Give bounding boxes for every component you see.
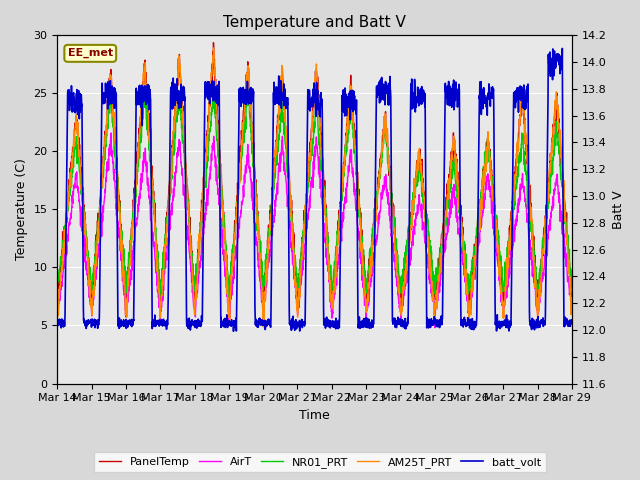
- Line: PanelTemp: PanelTemp: [58, 43, 572, 311]
- batt_volt: [54, 317, 61, 323]
- AirT: [537, 289, 545, 295]
- AirT: [431, 325, 438, 331]
- PanelTemp: [537, 267, 545, 273]
- AirT: [568, 300, 576, 305]
- batt_volt: [340, 95, 348, 100]
- NR01_PRT: [197, 222, 205, 228]
- PanelTemp: [210, 40, 218, 46]
- batt_volt: [330, 320, 337, 325]
- batt_volt: [523, 94, 531, 100]
- AirT: [523, 219, 531, 225]
- NR01_PRT: [107, 82, 115, 88]
- Line: NR01_PRT: NR01_PRT: [58, 85, 572, 300]
- AM25T_PRT: [197, 230, 205, 236]
- batt_volt: [197, 322, 205, 327]
- Line: batt_volt: batt_volt: [58, 48, 572, 331]
- AM25T_PRT: [210, 45, 218, 51]
- X-axis label: Time: Time: [300, 409, 330, 422]
- NR01_PRT: [465, 271, 472, 277]
- PanelTemp: [465, 290, 472, 296]
- AM25T_PRT: [568, 295, 576, 300]
- PanelTemp: [191, 308, 198, 314]
- NR01_PRT: [341, 144, 349, 150]
- PanelTemp: [568, 300, 576, 305]
- NR01_PRT: [225, 297, 233, 302]
- Y-axis label: Temperature (C): Temperature (C): [15, 158, 28, 260]
- AM25T_PRT: [259, 324, 267, 330]
- AirT: [197, 257, 205, 263]
- NR01_PRT: [523, 176, 531, 182]
- PanelTemp: [330, 275, 337, 281]
- PanelTemp: [523, 142, 531, 148]
- AM25T_PRT: [465, 308, 472, 313]
- batt_volt: [230, 328, 237, 334]
- Y-axis label: Batt V: Batt V: [612, 190, 625, 229]
- NR01_PRT: [537, 262, 545, 267]
- Line: AirT: AirT: [58, 133, 572, 328]
- PanelTemp: [197, 209, 205, 215]
- AM25T_PRT: [341, 151, 349, 156]
- batt_volt: [559, 46, 566, 51]
- PanelTemp: [54, 300, 61, 306]
- Title: Temperature and Batt V: Temperature and Batt V: [223, 15, 406, 30]
- batt_volt: [464, 317, 472, 323]
- AM25T_PRT: [54, 318, 61, 324]
- AirT: [465, 310, 472, 316]
- AirT: [107, 130, 115, 136]
- NR01_PRT: [54, 281, 61, 287]
- AirT: [340, 200, 348, 206]
- AM25T_PRT: [330, 292, 337, 298]
- NR01_PRT: [330, 268, 337, 274]
- Legend: PanelTemp, AirT, NR01_PRT, AM25T_PRT, batt_volt: PanelTemp, AirT, NR01_PRT, AM25T_PRT, ba…: [94, 452, 546, 472]
- AirT: [54, 310, 61, 315]
- NR01_PRT: [568, 288, 576, 294]
- AM25T_PRT: [537, 274, 545, 280]
- batt_volt: [537, 317, 545, 323]
- AM25T_PRT: [523, 155, 531, 160]
- batt_volt: [568, 320, 576, 325]
- PanelTemp: [341, 151, 349, 157]
- Line: AM25T_PRT: AM25T_PRT: [58, 48, 572, 327]
- AirT: [330, 299, 337, 305]
- Text: EE_met: EE_met: [68, 48, 113, 59]
